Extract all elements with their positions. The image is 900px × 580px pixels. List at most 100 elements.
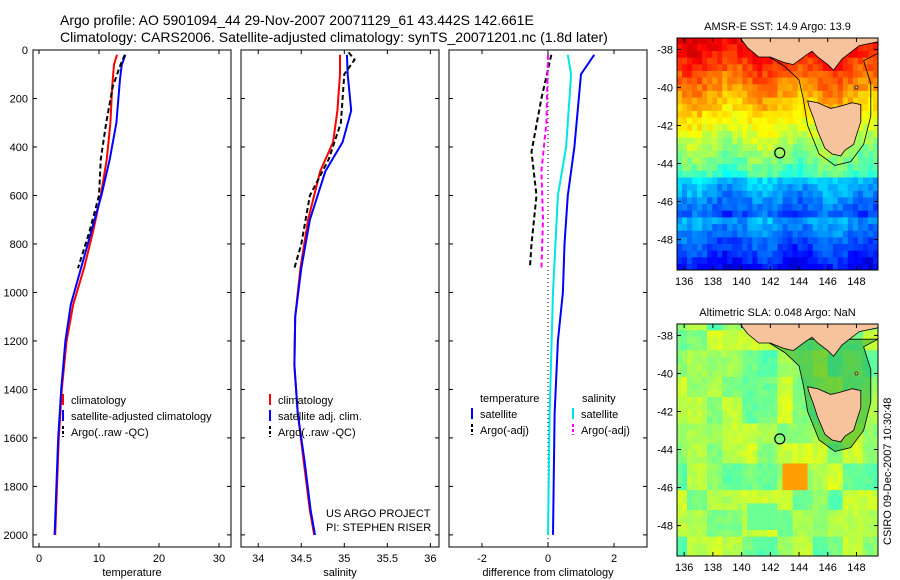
map-cell <box>732 429 738 437</box>
map-cell <box>692 449 698 457</box>
map-cell <box>822 449 829 457</box>
map-cell <box>847 502 854 511</box>
map-cell <box>787 436 794 444</box>
map-cell <box>862 57 869 65</box>
map-cell <box>857 77 864 85</box>
map-cell <box>727 130 733 138</box>
map-cell <box>737 476 743 484</box>
map-cell <box>857 449 864 457</box>
map-cell <box>727 416 733 424</box>
map-cell <box>822 549 829 556</box>
map-frame <box>676 323 879 557</box>
map-cell <box>837 90 844 98</box>
map-cell <box>837 516 844 524</box>
map-cell <box>727 516 733 524</box>
map-cell <box>797 383 804 391</box>
map-cell <box>777 456 784 464</box>
map-cell <box>687 103 693 111</box>
map-cell <box>837 549 844 556</box>
map-cell <box>732 436 738 444</box>
map-cell <box>842 489 849 497</box>
map-cell <box>878 77 884 84</box>
map-cell <box>878 197 884 204</box>
map-cell <box>847 462 854 471</box>
map-cell <box>742 529 748 537</box>
map-cell <box>692 103 698 111</box>
map-cell <box>827 170 834 178</box>
map-cell <box>747 549 753 556</box>
map-y-tick-label: -38 <box>657 330 673 342</box>
map-cell <box>717 324 723 331</box>
map-cell <box>717 442 723 451</box>
map-cell <box>878 144 884 151</box>
map-cell <box>742 549 748 556</box>
map-cell <box>697 263 703 270</box>
map-cell <box>737 422 743 431</box>
map-cell <box>878 164 884 171</box>
map-cell <box>817 216 824 225</box>
map-cell <box>822 63 829 71</box>
map-cell <box>772 542 779 550</box>
salinity-panel: 34 34.5 35 35.5 36salinityclimatologysatelli… <box>240 49 440 579</box>
map-cell <box>873 196 878 205</box>
map-cell <box>873 476 878 484</box>
map-cell <box>692 429 698 437</box>
map-cell <box>692 516 698 524</box>
map-cell <box>727 542 733 550</box>
map-cell <box>817 522 824 530</box>
map-cell <box>732 522 738 530</box>
map-y-tick-label: -40 <box>657 368 673 380</box>
map-cell <box>762 429 768 437</box>
map-cell <box>757 389 763 397</box>
map-cell <box>722 110 728 118</box>
map-cell <box>772 250 779 258</box>
map-cell <box>857 183 864 191</box>
map-cell <box>852 176 859 185</box>
map-cell <box>702 436 708 444</box>
map-cell <box>767 216 773 225</box>
map-cell <box>682 383 688 391</box>
map-cell <box>842 190 849 198</box>
map-cell <box>777 170 784 178</box>
map-cell <box>717 83 723 91</box>
map-cell <box>792 176 799 185</box>
map-cell <box>807 123 814 131</box>
map-cell <box>757 462 763 471</box>
map-cell <box>767 256 773 264</box>
map-cell <box>847 63 854 71</box>
map-title: Altimetric SLA: 0.048 Argo: NaN <box>699 307 856 319</box>
map-cell <box>762 163 768 171</box>
map-cell <box>742 243 748 251</box>
map-cell <box>722 343 728 351</box>
map-cell <box>757 116 763 125</box>
map-cell <box>832 97 839 105</box>
map-cell <box>697 536 703 544</box>
map-cell <box>842 216 849 225</box>
map-cell <box>832 156 839 165</box>
map-cell <box>787 509 794 517</box>
map-cell <box>792 482 799 491</box>
map-cell <box>732 123 738 131</box>
map-cell <box>867 416 874 424</box>
map-cell <box>697 123 703 131</box>
map-cell <box>862 243 869 251</box>
map-cell <box>862 203 869 211</box>
map-cell <box>732 243 738 251</box>
map-cell <box>717 516 723 524</box>
map-cell <box>782 143 789 151</box>
map-cell <box>697 509 703 517</box>
map-cell <box>827 522 834 530</box>
map-y-tick-label: -38 <box>657 44 673 56</box>
map-cell <box>707 542 713 550</box>
map-cell <box>697 529 703 537</box>
map-cell <box>727 476 733 484</box>
map-cell <box>742 77 748 85</box>
map-cell <box>692 136 698 145</box>
map-cell <box>682 103 688 111</box>
map-cell <box>702 63 708 71</box>
map-cell <box>747 422 753 431</box>
map-cell <box>802 522 809 530</box>
map-cell <box>732 170 738 178</box>
map-cell <box>782 236 789 244</box>
